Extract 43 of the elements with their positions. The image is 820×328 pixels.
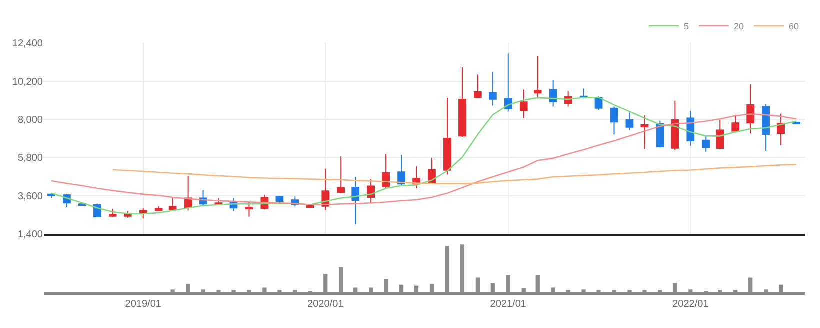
x-tick-label: 2019/01 <box>125 299 162 310</box>
y-tick-label: 8,000 <box>18 114 44 126</box>
candlestick <box>458 67 466 138</box>
y-tick-label: 5,800 <box>18 153 44 164</box>
candlestick <box>154 206 163 212</box>
legend-label: 20 <box>734 22 744 32</box>
y-tick-label: 1,400 <box>18 230 44 241</box>
candlestick <box>382 154 390 190</box>
legend-label: 60 <box>789 22 800 32</box>
line-series <box>112 164 798 184</box>
candlestick <box>549 80 558 108</box>
candlestick <box>245 202 254 218</box>
candlestick <box>398 154 406 187</box>
candlestick <box>746 84 754 134</box>
candlestick <box>732 114 740 134</box>
candlestick <box>488 71 497 106</box>
candlestick <box>367 178 375 204</box>
x-tick-label: 2022/01 <box>672 299 710 310</box>
x-tick-label: 2021/01 <box>490 299 527 310</box>
candlestick <box>671 100 680 151</box>
candlestick <box>276 195 284 204</box>
line-series <box>50 96 798 215</box>
candlestick <box>337 156 346 194</box>
y-tick-label: 10,200 <box>12 76 44 88</box>
candlestick <box>777 113 785 146</box>
candlestick <box>626 112 634 131</box>
candlestick <box>474 74 482 98</box>
line-series <box>50 114 798 206</box>
candlestick <box>504 53 512 112</box>
candlestick <box>610 106 618 136</box>
y-tick-label: 3,600 <box>18 191 44 202</box>
candlestick <box>444 97 452 176</box>
candlestick <box>762 104 770 152</box>
y-tick-label: 12,400 <box>12 38 44 50</box>
x-tick-label: 2020/01 <box>308 299 344 310</box>
legend-label: 5 <box>684 22 690 32</box>
candlestick <box>534 56 542 100</box>
candlestick <box>702 136 710 152</box>
candlestick <box>168 197 177 212</box>
candlestick <box>352 176 360 225</box>
candlestick <box>520 89 528 119</box>
candlestick <box>640 114 649 150</box>
candlestick <box>716 119 724 150</box>
